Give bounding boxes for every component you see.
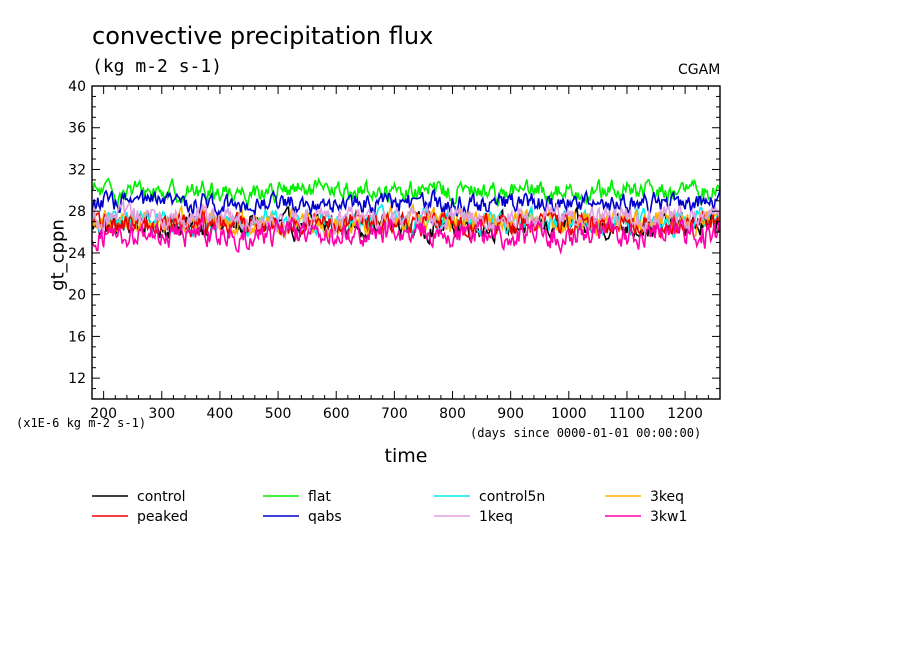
legend-label-peaked: peaked <box>137 509 188 525</box>
legend-label-3keq: 3keq <box>650 489 684 505</box>
x-tick-label: 700 <box>381 406 408 422</box>
x-units-note: (days since 0000-01-01 00:00:00) <box>470 426 702 440</box>
series-line-1keq <box>91 198 721 236</box>
x-tick-label: 1200 <box>667 406 703 422</box>
legend: control flat control5n 3keq peaked qabs 1keq 3k… <box>92 489 687 525</box>
plot-frame <box>91 85 721 400</box>
y-tick-label: 32 <box>68 162 86 178</box>
chart-subtitle: (kg m-2 s-1) <box>92 56 223 77</box>
axes-layer: 12 16 20 24 28 32 36 40 200 300 400 500 600 700 800 900… <box>68 79 721 422</box>
legend-label-flat: flat <box>308 489 331 505</box>
legend-label-3kw1: 3kw1 <box>650 509 687 525</box>
y-tick-label: 12 <box>68 371 86 387</box>
x-tick-label: 800 <box>439 406 466 422</box>
series-line-3kw1 <box>91 215 721 256</box>
y-units-note: (x1E-6 kg m-2 s-1) <box>16 416 147 430</box>
x-tick-label: 600 <box>323 406 350 422</box>
x-tick-label: 500 <box>265 406 292 422</box>
legend-label-1keq: 1keq <box>479 509 513 525</box>
x-tick-label: 900 <box>497 406 524 422</box>
y-tick-label: 40 <box>68 79 86 95</box>
source-label: CGAM <box>678 62 721 78</box>
x-tick-label: 1100 <box>609 406 645 422</box>
legend-label-qabs: qabs <box>308 509 342 525</box>
y-tick-label: 16 <box>68 329 86 345</box>
x-tick-label: 1000 <box>551 406 587 422</box>
legend-label-control: control <box>137 489 186 505</box>
x-tick-label: 300 <box>148 406 175 422</box>
y-tick-label: 28 <box>68 204 86 220</box>
series-layer <box>91 176 721 256</box>
y-tick-label: 36 <box>68 121 86 137</box>
x-tick-label: 400 <box>207 406 234 422</box>
y-tick-label: 24 <box>68 246 86 262</box>
y-tick-label: 20 <box>68 288 86 304</box>
series-line-flat <box>91 176 721 208</box>
x-tick-label: 200 <box>90 406 117 422</box>
chart-title: convective precipitation flux <box>92 22 434 50</box>
x-axis-label: time <box>384 445 428 467</box>
legend-label-control5n: control5n <box>479 489 545 505</box>
